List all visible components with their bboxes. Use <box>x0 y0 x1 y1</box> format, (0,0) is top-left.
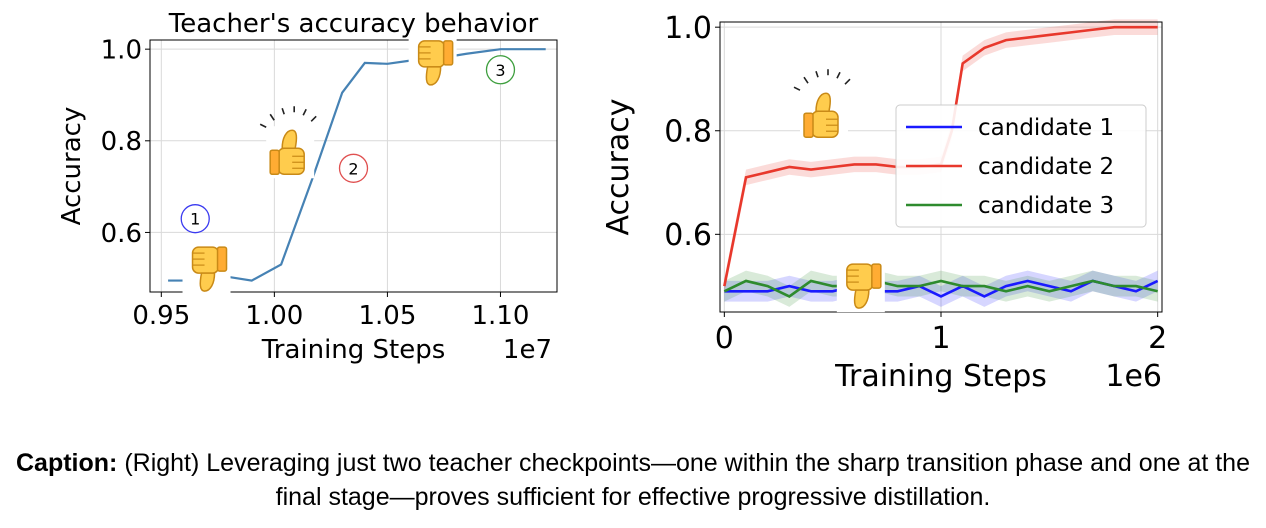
thumbs-down-icon-fist <box>417 40 446 68</box>
thumbs-up-icon-thumb <box>281 129 298 150</box>
sparkle-line <box>310 115 317 122</box>
thumbs-down-icon-cuff <box>871 263 882 289</box>
thumbs-up-icon-sparkle <box>793 69 851 91</box>
series-1-band <box>724 270 1158 307</box>
sparkle-line <box>803 76 809 84</box>
thumbs-down-icon-thumb <box>199 272 216 292</box>
thumbs-up-icon-sparkle <box>259 106 317 128</box>
x-axis-label: Training Steps <box>261 335 446 365</box>
legend-label: candidate 2 <box>978 154 1114 180</box>
thumbs-up-icon-cuff <box>269 149 280 176</box>
thumbs-up-icon-cuff <box>803 112 814 138</box>
sparkle-line <box>844 78 851 85</box>
y-tick-label: 0.8 <box>101 127 142 157</box>
sparkle-line <box>836 71 841 79</box>
thumbs-up-icon <box>800 89 848 142</box>
thumbs-up-icon-thumb <box>815 92 831 112</box>
y-tick-label: 0.6 <box>664 218 712 253</box>
x-tick-label: 0.95 <box>132 301 190 331</box>
x-offset-text: 1e7 <box>503 335 552 365</box>
sparkle-line <box>815 70 819 78</box>
annotation-circle <box>485 55 516 85</box>
x-tick-label: 1.05 <box>358 301 416 331</box>
thumbs-down-icon <box>408 36 457 89</box>
sparkle-line <box>269 113 275 121</box>
x-offset-text: 1e6 <box>1105 359 1162 394</box>
left-chart: 0.95 1.00 1.05 1.10 0.6 0.8 1.0 Training Steps 1… <box>57 9 558 365</box>
series-3-band <box>724 270 1158 307</box>
annotation-label: 2 <box>348 159 358 178</box>
thumbs-down-icon-fist <box>191 246 220 274</box>
thumbs-up-icon-fist <box>811 110 839 138</box>
x-tick-label: 0 <box>715 321 734 356</box>
x-axis-label: Training Steps <box>834 359 1047 394</box>
plot-frame <box>149 39 558 293</box>
annotation-label: 1 <box>190 210 200 229</box>
legend-label: candidate 1 <box>978 115 1114 141</box>
annotation-circle <box>338 153 369 183</box>
y-tick-label: 0.8 <box>664 115 712 150</box>
thumbs-up-icon <box>266 126 315 179</box>
thumbs-down-icon-cuff <box>442 40 454 66</box>
y-tick-label: 1.0 <box>101 36 142 66</box>
x-tick-label: 1.10 <box>472 301 530 331</box>
y-axis-label: Accuracy <box>57 107 87 226</box>
x-tick-label: 1.00 <box>245 301 303 331</box>
thumbs-up-icon-fist <box>277 147 305 176</box>
right-chart: 0 1 2 0.6 0.8 1.0 Training Steps 1e6 Accuracy can… <box>601 11 1167 394</box>
legend-box <box>895 104 1147 228</box>
annotation-circle <box>180 204 210 234</box>
caption-label: Caption: <box>16 449 118 477</box>
caption-text: (Right) Leveraging just two teacher chec… <box>117 449 1250 511</box>
y-axis-label: Accuracy <box>601 99 636 236</box>
legend-label: candidate 3 <box>978 193 1114 219</box>
sparkle-line <box>281 108 285 115</box>
series-1-line <box>724 279 1159 298</box>
sparkle-line <box>302 108 307 116</box>
y-tick-label: 0.6 <box>101 219 142 249</box>
thumbs-down-icon <box>836 260 885 313</box>
chart-title: Teacher's accuracy behavior <box>168 9 539 39</box>
thumbs-down-icon <box>182 243 231 296</box>
sparkle-line <box>259 123 267 128</box>
figure-caption: Caption: (Right) Leveraging just two tea… <box>0 446 1266 514</box>
thumbs-down-icon-cuff <box>216 246 228 272</box>
thumbs-down-icon-fist <box>846 263 874 291</box>
series-3-line <box>723 279 1158 298</box>
thumbs-down-icon-thumb <box>853 289 870 309</box>
sparkle-line <box>793 86 801 91</box>
y-tick-label: 1.0 <box>664 11 712 46</box>
annotation-label: 3 <box>495 61 505 80</box>
x-tick-label: 1 <box>931 321 950 356</box>
x-tick-label: 2 <box>1148 321 1167 356</box>
thumbs-down-icon-thumb <box>425 66 442 86</box>
